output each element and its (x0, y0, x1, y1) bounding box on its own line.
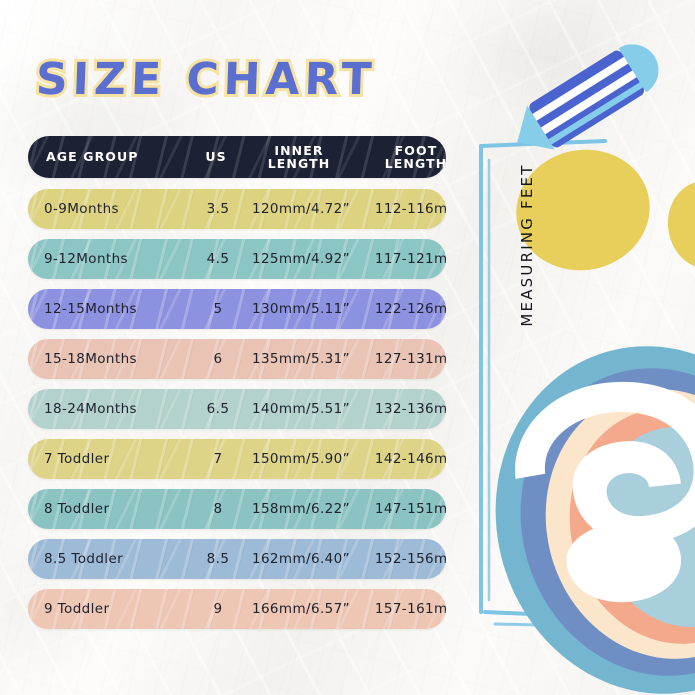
pencil-stripe-3 (548, 82, 644, 145)
cell-us-size: 3.5 (206, 201, 230, 217)
cell-foot-length: 122-126mm (374, 301, 446, 317)
pencil-stripe-2 (540, 70, 637, 135)
column-header-foot-length: FOOT LENGTH (364, 144, 446, 170)
cell-age-group: 8 Toddler (44, 501, 110, 517)
cell-inner-length: 166mm/6.57” (251, 601, 351, 617)
table-row: 15-18Months 6 135mm/5.31” 127-131mm (28, 339, 446, 379)
cell-us-size: 4.5 (206, 251, 230, 267)
cell-foot-length: 112-116mm (374, 201, 446, 217)
pencil-stripe-1 (532, 56, 629, 121)
pencil-icon (517, 44, 659, 150)
table-row: 0-9Months 3.5 120mm/4.72” 112-116mm (28, 189, 446, 229)
cell-foot-length: 132-136mm (374, 401, 446, 417)
cell-us-size: 8 (213, 501, 223, 517)
cell-foot-length: 147-151mm (374, 501, 446, 517)
cell-inner-length: 162mm/6.40” (251, 551, 351, 567)
table-row: 7 Toddler 7 150mm/5.90” 142-146mm (28, 439, 446, 479)
cell-foot-length: 117-121mm (374, 251, 446, 267)
column-header-foot-length-line2: LENGTH (384, 156, 446, 171)
cell-inner-length: 120mm/4.72” (251, 201, 351, 217)
column-header-inner-length: INNER LENGTH (234, 144, 364, 170)
cell-inner-length: 125mm/4.92” (251, 251, 351, 267)
cell-us-size: 5 (213, 301, 223, 317)
cell-us-size: 8.5 (206, 551, 230, 567)
page-title: SIZE CHART (32, 51, 380, 108)
cell-age-group: 9 Toddler (44, 601, 110, 617)
cell-age-group: 12-15Months (44, 301, 137, 317)
cell-us-size: 7 (213, 451, 223, 467)
pencil-tip (517, 105, 555, 150)
cell-foot-length: 127-131mm (374, 351, 446, 367)
cell-us-size: 9 (213, 601, 223, 617)
table-body: 0-9Months 3.5 120mm/4.72” 112-116mm 9-12Mont… (28, 189, 446, 629)
measuring-feet-label: MEASURING FEET (518, 163, 536, 327)
foot-arc-rings (495, 346, 695, 694)
table-row: 12-15Months 5 130mm/5.11” 122-126mm (28, 289, 446, 329)
table-row: 8.5 Toddler 8.5 162mm/6.40” 152-156mm (28, 539, 446, 579)
cell-inner-length: 140mm/5.51” (251, 401, 351, 417)
cell-inner-length: 130mm/5.11” (251, 301, 351, 317)
column-header-foot-length-line1: FOOT (394, 142, 438, 158)
foot-illustration-svg (479, 139, 695, 694)
table-header-row: AGE GROUP US INNER LENGTH FOOT LENGTH (28, 136, 446, 178)
cell-inner-length: 158mm/6.22” (251, 501, 351, 517)
cell-age-group: 8.5 Toddler (44, 551, 124, 567)
cell-inner-length: 150mm/5.90” (251, 451, 351, 467)
cell-age-group: 0-9Months (44, 201, 119, 217)
table-row: 9-12Months 4.5 125mm/4.92” 117-121mm (28, 239, 446, 279)
cell-us-size: 6.5 (206, 401, 230, 417)
illustration-panel: MEASURING FEET (455, 0, 695, 695)
cell-age-group: 15-18Months (44, 351, 137, 367)
cell-age-group: 18-24Months (44, 401, 137, 417)
cell-foot-length: 157-161mm (374, 601, 446, 617)
cell-foot-length: 142-146mm (374, 451, 446, 467)
cell-age-group: 7 Toddler (44, 451, 110, 467)
table-row: 18-24Months 6.5 140mm/5.51” 132-136mm (28, 389, 446, 429)
column-header-inner-length-line2: LENGTH (267, 156, 331, 171)
foot-arch-swirl (515, 381, 695, 603)
toe-second (667, 181, 695, 269)
cell-foot-length: 152-156mm (374, 551, 446, 567)
pencil-eraser (618, 44, 659, 93)
cell-age-group: 9-12Months (44, 251, 128, 267)
column-header-us: US (205, 149, 227, 165)
column-header-inner-length-line1: INNER (274, 142, 324, 158)
cell-us-size: 6 (213, 351, 223, 367)
column-header-age-group: AGE GROUP (46, 149, 139, 165)
size-chart-table: AGE GROUP US INNER LENGTH FOOT LENGTH 0-9M… (28, 136, 446, 639)
table-row: 9 Toddler 9 166mm/6.57” 157-161mm (28, 589, 446, 629)
toe-big (516, 149, 650, 271)
table-row: 8 Toddler 8 158mm/6.22” 147-151mm (28, 489, 446, 529)
cell-inner-length: 135mm/5.31” (251, 351, 351, 367)
